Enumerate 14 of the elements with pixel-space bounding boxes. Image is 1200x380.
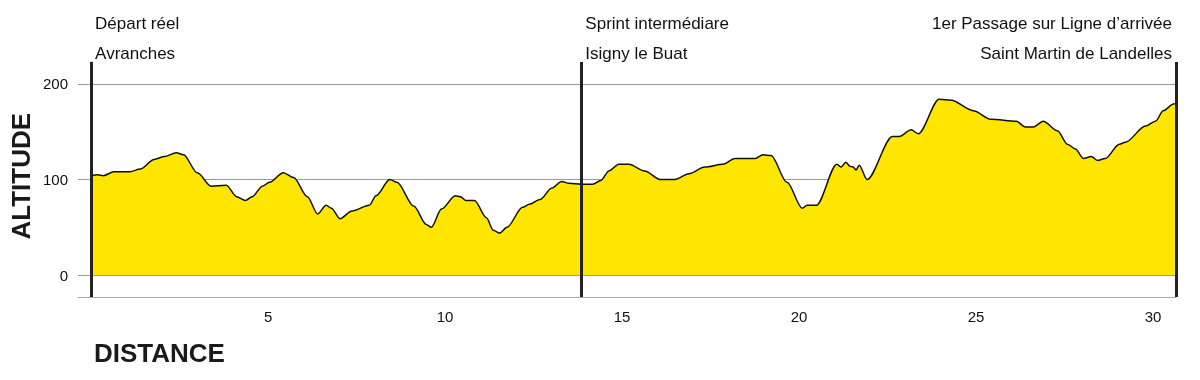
x-tick-label: 5 <box>263 308 273 325</box>
ref-line-label: Sprint intermédiare Isigny le Buat <box>585 13 729 63</box>
x-tick-label: 30 <box>1144 308 1162 325</box>
ref-line-label: Départ réel Avranches <box>95 13 180 63</box>
y-tick-label: 0 <box>59 266 68 284</box>
x-tick-label: 20 <box>790 308 808 325</box>
x-tick-label: 25 <box>967 308 985 325</box>
y-tick-label: 100 <box>42 171 68 188</box>
x-tick-label: 15 <box>613 308 631 325</box>
y-axis-title: ALTITUDE <box>6 112 36 240</box>
ref-line-label: 1er Passage sur Ligne d’arrivée Saint Martin de Landelles <box>931 13 1172 63</box>
y-tick-label: 200 <box>42 75 68 93</box>
x-tick-label: 10 <box>436 308 454 325</box>
x-axis-title: DISTANCE <box>94 338 225 368</box>
